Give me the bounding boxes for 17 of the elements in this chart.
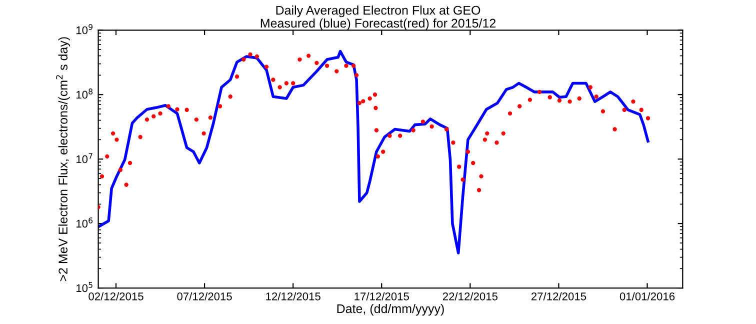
x-tick-label: 07/12/2015 [177,292,232,300]
y-tick-label: 10$^{8}$ [76,88,93,99]
x-tick-label: 17/12/2015 [354,292,409,300]
y-tick-label: 10$^{7}$ [76,153,92,164]
chart-title: Daily Averaged Electron Flux at GEO [276,6,480,18]
y-tick-label: 10$^{5}$ [76,282,92,292]
x-tick-label: 27/12/2015 [531,292,586,300]
x-tick-label: 22/12/2015 [442,292,498,300]
y-tick-label: 10$^{6}$ [76,217,93,228]
x-tick-label: 01/01/2016 [620,292,675,300]
y-tick-label: 10$^{9}$ [76,24,93,34]
x-tick-label: 12/12/2015 [266,292,320,300]
line-series [98,50,650,254]
x-axis-title: Date, (dd/mm/yyyy) [337,304,444,316]
x-tick-label: 02/12/2015 [88,292,144,300]
chart-subtitle: Measured (blue) Forecast(red) for 2015/12 [260,18,496,30]
y-axis-title: >2 MeV Electron Flux, electrons/(cm$^{2}$ s day) [56,37,70,282]
